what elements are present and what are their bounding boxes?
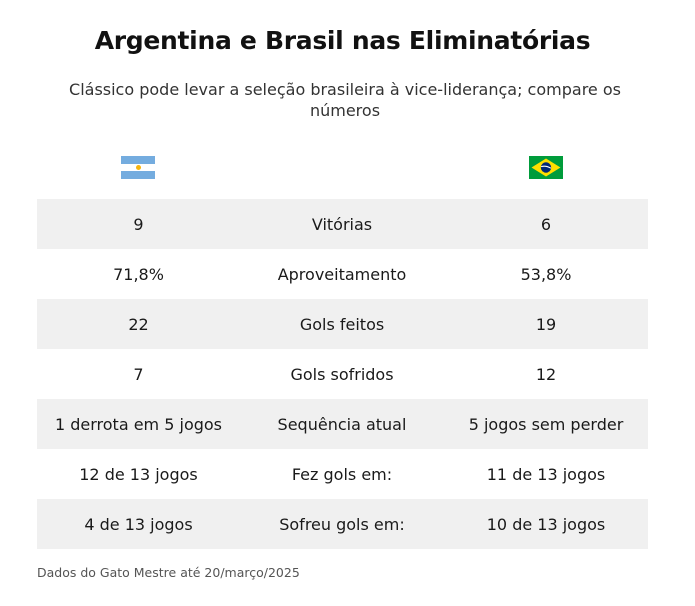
table-row: 1 derrota em 5 jogos Sequência atual 5 j…	[37, 399, 648, 449]
table-row: 12 de 13 jogos Fez gols em: 11 de 13 jog…	[37, 449, 648, 499]
stat-label: Gols sofridos	[290, 364, 394, 384]
brasil-value: 6	[540, 214, 552, 234]
brasil-value: 10 de 13 jogos	[486, 514, 606, 534]
brasil-value: 5 jogos sem perder	[468, 414, 624, 434]
argentina-value: 1 derrota em 5 jogos	[54, 414, 223, 434]
table-row: 9 Vitórias 6	[37, 199, 648, 249]
brazil-flag-icon	[529, 156, 563, 179]
argentina-value: 4 de 13 jogos	[84, 514, 193, 534]
argentina-value: 71,8%	[113, 264, 164, 284]
page-subtitle: Clássico pode levar a seleção brasileira…	[69, 80, 621, 120]
stat-label: Fez gols em:	[291, 464, 393, 484]
comparison-table: 9 Vitórias 6 71,8% Aproveitamento 53,8% …	[37, 199, 648, 549]
argentina-flag-icon	[121, 156, 155, 179]
brasil-value: 12	[535, 364, 557, 384]
argentina-value: 9	[133, 214, 144, 234]
table-row: 22 Gols feitos 19	[37, 299, 648, 349]
stat-label: Gols feitos	[299, 314, 385, 334]
argentina-value: 22	[128, 314, 149, 334]
table-row: 7 Gols sofridos 12	[37, 349, 648, 399]
brasil-value: 53,8%	[520, 264, 572, 284]
argentina-value: 7	[133, 364, 144, 384]
page-title: Argentina e Brasil nas Eliminatórias	[94, 26, 591, 55]
table-row: 71,8% Aproveitamento 53,8%	[37, 249, 648, 299]
source-note: Dados do Gato Mestre até 20/março/2025	[37, 565, 300, 580]
argentina-value: 12 de 13 jogos	[79, 464, 198, 484]
stat-label: Vitórias	[311, 214, 373, 234]
brasil-value: 19	[535, 314, 557, 334]
stat-label: Sequência atual	[277, 414, 407, 434]
table-row: 4 de 13 jogos Sofreu gols em: 10 de 13 j…	[37, 499, 648, 549]
stat-label: Aproveitamento	[277, 264, 407, 284]
sun-icon	[135, 164, 141, 170]
stat-label: Sofreu gols em:	[279, 514, 405, 534]
brasil-value: 11 de 13 jogos	[486, 464, 606, 484]
